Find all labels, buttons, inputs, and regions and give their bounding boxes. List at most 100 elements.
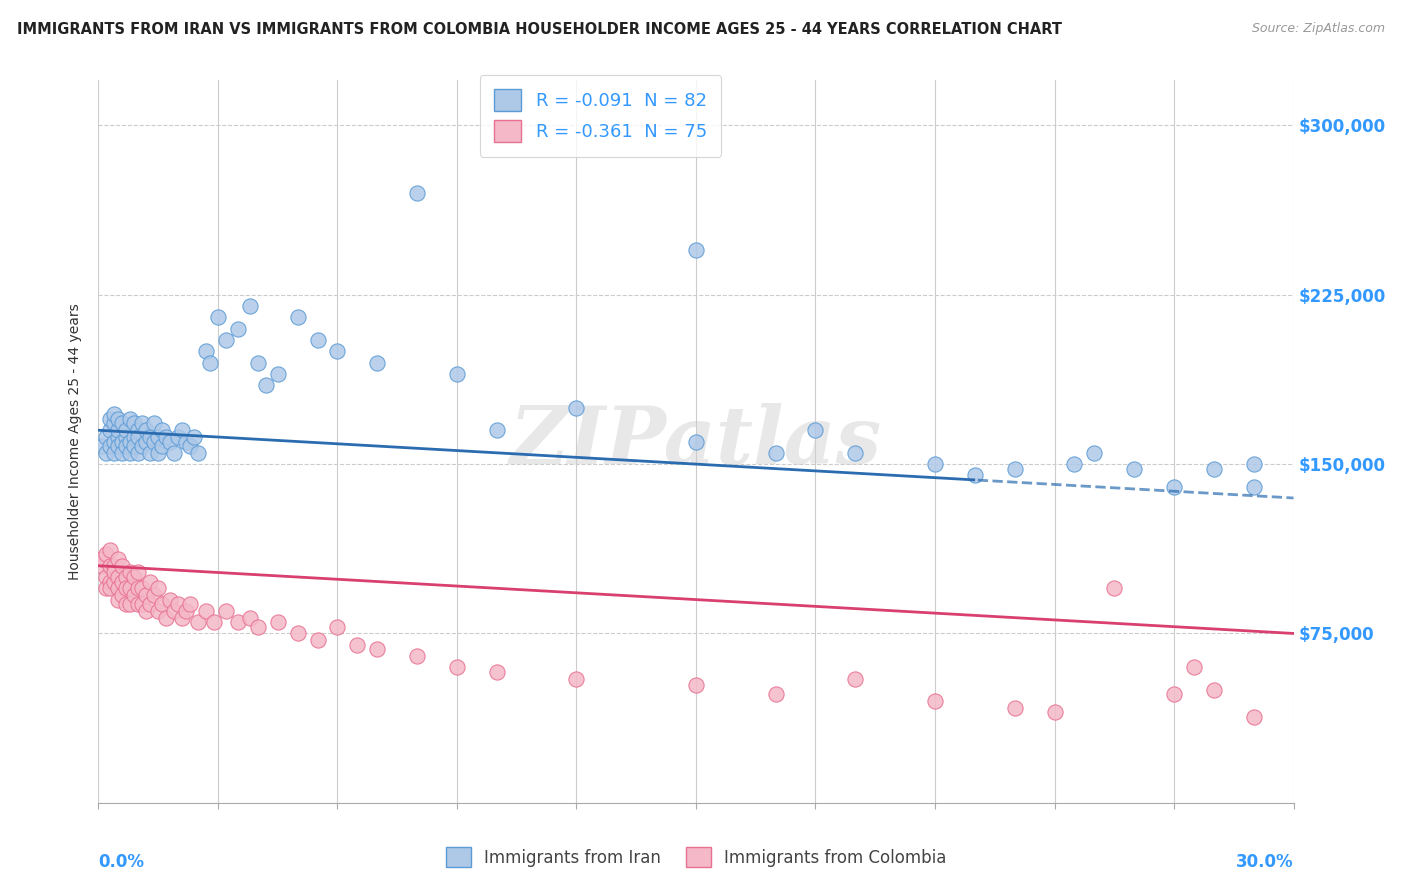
Point (155, 430, 177, 444)
Point (115, 423, 138, 437)
Point (179, 597, 201, 611)
Point (195, 604, 218, 618)
Point (143, 434, 166, 449)
Point (139, 574, 162, 589)
Point (111, 446, 134, 460)
Point (127, 446, 149, 460)
Point (267, 615, 290, 630)
Point (1063, 457, 1085, 471)
Point (155, 610, 177, 624)
Point (120, 412, 142, 426)
Point (187, 615, 209, 630)
Point (120, 446, 142, 460)
Point (446, 367, 468, 381)
Point (107, 552, 129, 566)
Point (127, 566, 149, 580)
Point (107, 582, 129, 596)
Point (127, 582, 149, 596)
Point (1202, 682, 1225, 697)
Point (187, 446, 209, 460)
Point (135, 423, 157, 437)
Point (1243, 480, 1265, 494)
Point (179, 439, 201, 453)
Point (131, 417, 153, 431)
Point (96, 548, 118, 562)
Point (287, 626, 309, 640)
Point (565, 672, 588, 686)
Point (163, 604, 186, 618)
Point (226, 615, 249, 630)
Point (98, 439, 122, 453)
Text: ZIPatlas: ZIPatlas (510, 403, 882, 480)
Point (163, 446, 186, 460)
Point (148, 582, 170, 596)
Point (167, 597, 190, 611)
Point (485, 665, 508, 679)
Point (103, 417, 125, 431)
Point (115, 582, 138, 596)
Point (124, 439, 146, 453)
Point (111, 588, 134, 602)
Point (1182, 660, 1205, 674)
Point (131, 597, 153, 611)
Point (120, 597, 142, 611)
Point (96, 570, 118, 584)
Point (406, 186, 429, 201)
Point (167, 430, 190, 444)
Point (215, 333, 238, 347)
Point (963, 468, 986, 483)
Point (96, 446, 118, 460)
Point (198, 355, 221, 369)
Point (685, 678, 707, 692)
Point (127, 423, 149, 437)
Point (96, 430, 118, 444)
Point (107, 439, 129, 453)
Point (127, 597, 149, 611)
Text: Source: ZipAtlas.com: Source: ZipAtlas.com (1251, 22, 1385, 36)
Text: 30.0%: 30.0% (1236, 854, 1294, 871)
Point (685, 434, 707, 449)
Point (107, 592, 129, 607)
Point (103, 558, 125, 573)
Point (124, 417, 146, 431)
Point (239, 299, 262, 313)
Point (844, 446, 866, 460)
Point (135, 604, 157, 618)
Point (98, 574, 122, 589)
Point (107, 570, 129, 584)
Y-axis label: Householder Income Ages 25 - 44 years: Householder Income Ages 25 - 44 years (69, 303, 83, 580)
Point (307, 633, 329, 648)
Point (111, 558, 134, 573)
Point (139, 446, 162, 460)
Point (107, 412, 129, 426)
Point (1163, 687, 1185, 701)
Point (131, 439, 153, 453)
Point (107, 430, 129, 444)
Point (267, 367, 290, 381)
Point (111, 574, 134, 589)
Point (172, 423, 194, 437)
Point (96, 582, 118, 596)
Point (1004, 461, 1026, 475)
Point (1163, 480, 1185, 494)
Point (307, 333, 329, 347)
Point (91, 439, 114, 453)
Point (127, 430, 149, 444)
Point (326, 620, 349, 634)
Point (924, 694, 946, 708)
Point (107, 423, 129, 437)
Point (1243, 457, 1265, 471)
Point (98, 423, 122, 437)
Point (120, 566, 142, 580)
Point (124, 570, 146, 584)
Point (143, 588, 166, 602)
Point (139, 430, 162, 444)
Point (115, 570, 138, 584)
Point (446, 660, 468, 674)
Point (150, 439, 173, 453)
Point (103, 408, 125, 422)
Point (215, 604, 238, 618)
Point (111, 417, 134, 431)
Point (148, 604, 170, 618)
Point (115, 430, 138, 444)
